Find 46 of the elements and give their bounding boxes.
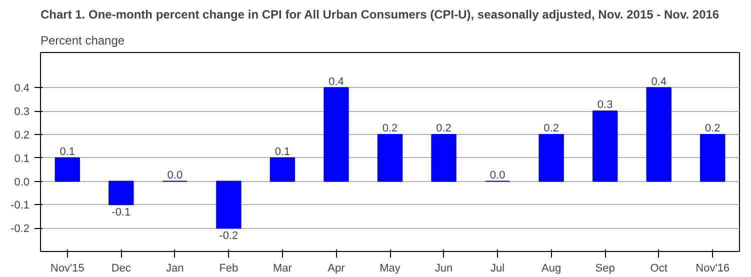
y-tick-label: 0.4 bbox=[14, 82, 30, 95]
x-tick-label: Nov'16 bbox=[696, 262, 730, 274]
bar bbox=[108, 180, 134, 206]
bar bbox=[538, 134, 564, 182]
x-tick-label: Nov'15 bbox=[50, 262, 84, 274]
data-label: -0.2 bbox=[219, 230, 238, 242]
bar bbox=[54, 157, 80, 182]
data-label: 0.2 bbox=[382, 122, 398, 135]
bar bbox=[324, 87, 349, 182]
bar bbox=[592, 110, 618, 182]
x-tick-label: Mar bbox=[272, 262, 292, 274]
x-tick-label: Jun bbox=[434, 262, 453, 274]
data-label: -0.1 bbox=[112, 206, 131, 218]
y-tick-label: -0.1 bbox=[10, 200, 30, 212]
data-label: 0.2 bbox=[544, 122, 559, 135]
x-tick-label: Apr bbox=[328, 262, 346, 274]
y-tick-label: 0.1 bbox=[14, 152, 30, 165]
data-label: 0.2 bbox=[436, 122, 452, 135]
data-label: 0.4 bbox=[651, 76, 666, 88]
bar bbox=[377, 134, 403, 182]
bar bbox=[646, 87, 672, 182]
x-tick-label: Sep bbox=[595, 262, 615, 274]
y-tick-label: -0.2 bbox=[10, 223, 30, 236]
chart-title: Chart 1. One-month percent change in CPI for All Urban Consumers (CPI-U), seasonally adjusted, Nov. 2015 - Nov. 2016 bbox=[40, 8, 720, 22]
x-tick-label: Jul bbox=[490, 262, 505, 274]
x-tick-label: Feb bbox=[219, 262, 238, 274]
bar bbox=[216, 180, 242, 229]
x-tick-label: Aug bbox=[542, 262, 562, 274]
data-label: 0.3 bbox=[597, 99, 613, 112]
x-tick-label: Jan bbox=[166, 262, 184, 274]
bar bbox=[700, 134, 726, 182]
bar bbox=[431, 134, 456, 182]
x-tick-label: May bbox=[380, 262, 401, 274]
y-tick-label: 0.3 bbox=[14, 106, 30, 118]
data-label: 0.0 bbox=[490, 169, 506, 182]
data-label: 0.1 bbox=[60, 146, 76, 158]
x-tick-label: Dec bbox=[111, 262, 132, 274]
data-label: 0.2 bbox=[704, 122, 720, 135]
bar bbox=[270, 157, 296, 182]
data-label: 0.4 bbox=[328, 76, 344, 88]
y-tick-label: 0.0 bbox=[14, 176, 30, 188]
x-tick-label: Oct bbox=[650, 262, 668, 274]
data-label: 0.0 bbox=[167, 169, 183, 182]
y-axis-title: Percent change bbox=[40, 34, 125, 48]
data-label: 0.1 bbox=[274, 146, 290, 158]
y-tick-label: 0.2 bbox=[14, 129, 30, 142]
